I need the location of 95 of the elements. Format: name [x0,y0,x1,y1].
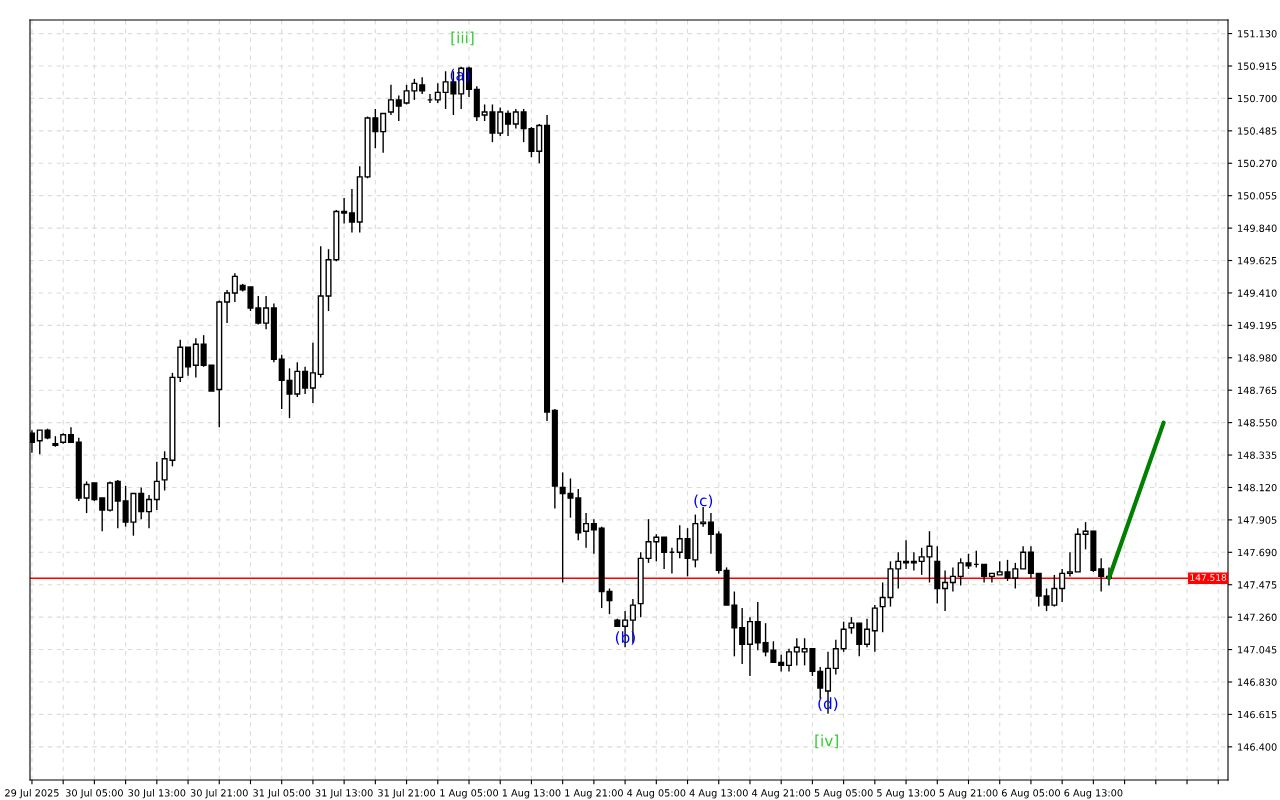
candlestick [138,486,145,520]
candlestick [871,604,878,653]
candlestick [895,551,902,590]
candlestick [910,551,917,572]
candlestick [114,479,121,529]
candlestick [185,346,192,377]
y-tick-label: 147.690 [1238,548,1277,557]
y-tick-label: 149.195 [1238,321,1277,330]
x-tick-label: 1 Aug 21:00 [565,789,623,799]
y-tick-label: 147.905 [1238,516,1277,524]
candlestick [793,637,800,667]
y-tick-label: 150.915 [1238,62,1277,70]
candlestick [864,617,871,648]
candlestick [840,620,847,653]
candlestick [942,569,949,612]
candlestick [145,494,153,529]
candlestick [1059,568,1066,603]
candlestick [1027,545,1034,579]
y-tick-label: 147.475 [1238,581,1277,589]
y-tick-label: 146.830 [1238,678,1277,686]
candlestick [497,106,504,137]
candlestick [263,295,270,330]
x-tick-label: 30 Jul 21:00 [190,789,248,799]
y-tick-label: 149.840 [1238,224,1277,232]
x-tick-label: 4 Aug 13:00 [689,789,748,799]
candlestick [700,506,707,528]
annotation: [iii] [451,31,474,46]
x-tick-label: 5 Aug 13:00 [877,789,936,799]
x-tick-label: 4 Aug 21:00 [751,789,811,799]
candlestick [661,536,668,570]
candlestick [395,94,402,122]
y-tick-label: 150.270 [1238,159,1277,168]
candlestick [1066,551,1073,578]
candlestick [856,622,863,658]
candlestick [1020,545,1027,570]
candlestick [949,566,956,593]
candlestick [348,188,355,234]
candlestick [590,518,597,555]
annotation: [iv] [815,734,838,749]
x-tick-label: 30 Jul 13:00 [128,789,186,799]
y-tick-label: 146.615 [1238,710,1277,719]
annotation: (c) [694,494,713,509]
candlestick [224,289,231,324]
candlestick [434,82,441,104]
y-tick-label: 149.625 [1238,256,1277,265]
x-tick-label: 6 Aug 05:00 [1001,789,1060,799]
ref-line-label: 147.518 [1190,574,1227,581]
y-tick-label: 147.260 [1238,613,1277,621]
y-tick-label: 148.550 [1238,419,1277,427]
candlestick [981,563,988,584]
candlestick [153,461,160,511]
candlestick [99,497,106,532]
candlestick [309,342,316,404]
candlestick [512,108,519,130]
candlestick [341,197,348,225]
candlestick [231,272,238,303]
x-tick-label: 31 Jul 05:00 [253,789,311,799]
candlestick [192,337,199,379]
x-tick-label: 6 Aug 13:00 [1064,789,1123,799]
x-tick-label: 1 Aug 13:00 [502,789,561,799]
x-tick-label: 5 Aug 21:00 [939,789,998,799]
y-tick-label: 150.700 [1238,94,1277,103]
x-tick-label: 31 Jul 13:00 [315,789,373,799]
candlestick [707,512,714,555]
candlestick [832,639,839,676]
x-tick-label: 30 Jul 05:00 [65,789,123,799]
candlestick [739,607,746,665]
candlestick [583,512,590,549]
candlestick [746,616,754,677]
y-tick-label: 148.120 [1238,483,1277,492]
candlestick [903,539,910,570]
candlestick [1098,557,1105,593]
x-tick-label: 4 Aug 05:00 [627,789,686,799]
y-tick-label: 148.980 [1238,354,1277,362]
candlestick [387,84,394,116]
candlestick [504,109,512,137]
x-tick-label: 1 Aug 05:00 [440,789,499,799]
x-tick-label: 31 Jul 21:00 [378,789,436,799]
candlestick [302,366,309,395]
x-tick-label: 29 Jul 2025 [5,789,59,799]
y-tick-label: 150.485 [1238,127,1277,135]
y-tick-label: 151.130 [1238,30,1277,38]
y-tick-label: 146.400 [1238,743,1277,751]
candlestick [1035,572,1042,608]
candlestick [754,601,761,652]
y-tick-label: 147.045 [1238,646,1277,654]
candlestick [36,429,43,455]
candlestick [785,648,793,673]
y-tick-label: 148.765 [1238,386,1277,395]
y-tick-label: 149.410 [1238,289,1277,297]
candlestick [778,654,785,673]
x-tick-label: 5 Aug 05:00 [814,789,873,799]
y-tick-label: 148.335 [1238,451,1277,459]
y-tick-label: 150.055 [1238,192,1277,200]
candlestick [380,112,387,154]
